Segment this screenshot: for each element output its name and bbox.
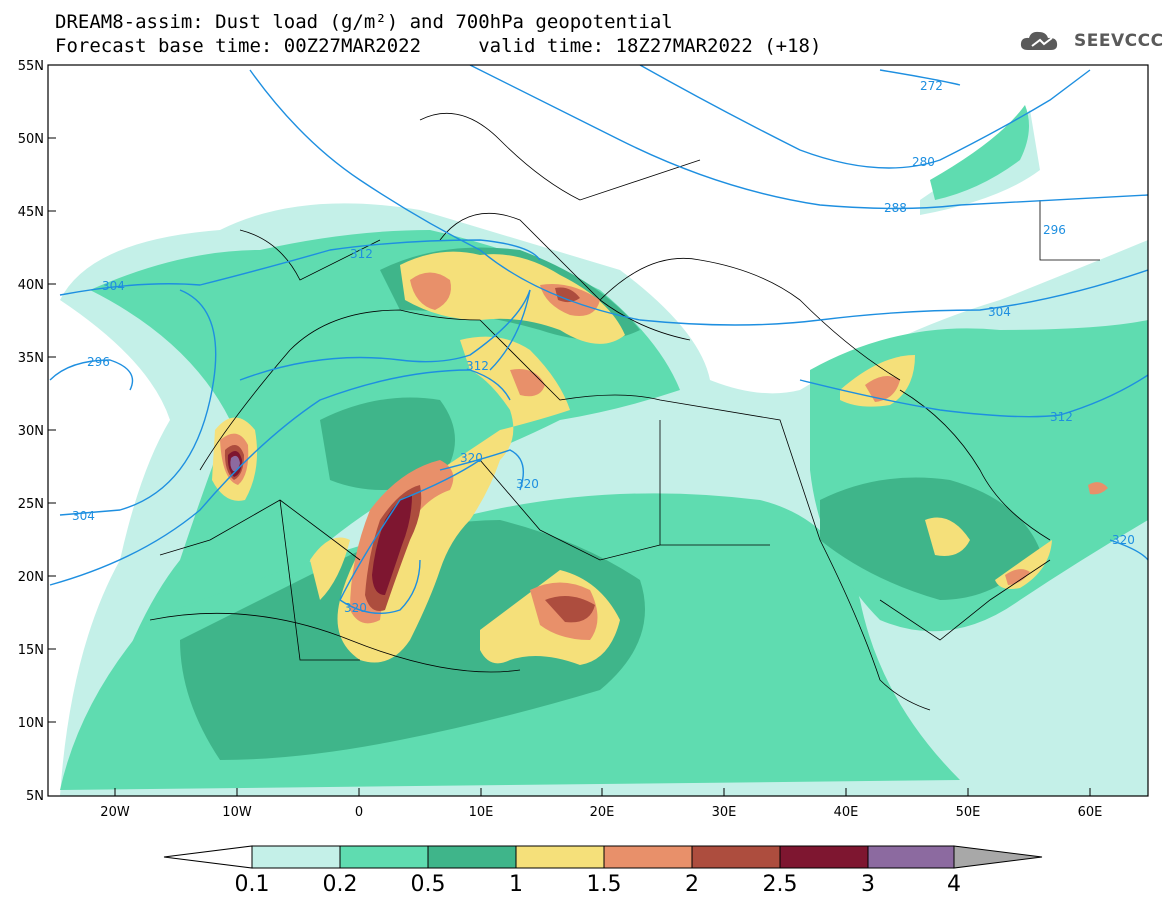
contour-label: 320 <box>344 601 367 615</box>
colorbar-swatch <box>691 845 781 869</box>
dust-region-15i <box>1088 482 1108 495</box>
seevccc-logo: SEEVCCC <box>1018 26 1164 56</box>
latitude-labels: 55N 50N 45N 40N 35N 30N 25N 20N 15N 10N … <box>18 59 44 804</box>
dust-field <box>60 105 1148 796</box>
dust-region-1f <box>925 517 970 556</box>
lon-label: 10W <box>222 805 252 820</box>
longitude-labels: 20W 10W 0 10E 20E 30E 40E 50E 60E <box>100 805 1102 820</box>
colorbar-label: 3 <box>861 872 875 897</box>
colorbar-label: 2.5 <box>762 872 798 897</box>
lat-label: 25N <box>18 497 44 512</box>
cloud-icon <box>1020 31 1058 50</box>
colorbar-swatch <box>427 845 517 869</box>
dust-region-05c <box>820 477 1040 600</box>
contour-label: 304 <box>988 305 1011 319</box>
contour-label: 312 <box>1050 410 1073 424</box>
dust-region-3 <box>230 455 240 472</box>
colorbar-high-arrow <box>953 845 1043 869</box>
lon-label: 20E <box>590 805 615 820</box>
colorbar-label: 1.5 <box>586 872 622 897</box>
contour-labels: 272 280 288 296 296 304 304 304 312 312 … <box>72 79 1135 615</box>
dust-region-2b <box>545 596 595 623</box>
contour-label: 272 <box>920 79 943 93</box>
lat-label: 30N <box>18 424 44 439</box>
borders <box>149 113 1100 711</box>
dust-region-15f <box>865 376 900 402</box>
lon-label: 10E <box>469 805 494 820</box>
colorbar-swatch <box>779 845 869 869</box>
contour-label: 296 <box>87 355 110 369</box>
lon-label: 50E <box>956 805 981 820</box>
lat-label: 35N <box>18 351 44 366</box>
colorbar-swatch <box>251 845 341 869</box>
colorbar-swatch <box>867 845 955 869</box>
lon-label: 30E <box>712 805 737 820</box>
lat-label: 50N <box>18 132 44 147</box>
colorbar-label: 4 <box>947 872 961 897</box>
dust-region-05 <box>180 520 645 760</box>
lat-label: 20N <box>18 570 44 585</box>
axis-ticks <box>48 64 1091 796</box>
contour-label: 320 <box>516 477 539 491</box>
contour-label: 320 <box>460 451 483 465</box>
lat-label: 15N <box>18 643 44 658</box>
colorbar-label: 0.2 <box>322 872 358 897</box>
dust-region-15h <box>1005 569 1030 585</box>
lat-label: 10N <box>18 716 44 731</box>
contour-label: 288 <box>884 201 907 215</box>
dust-region-1b <box>337 336 570 663</box>
logo-text: SEEVCCC <box>1074 31 1164 51</box>
lat-label: 5N <box>26 789 44 804</box>
colorbar-swatch <box>603 845 693 869</box>
contour-label: 296 <box>1043 223 1066 237</box>
lat-label: 40N <box>18 278 44 293</box>
colorbar-swatch <box>515 845 605 869</box>
dust-region-2c <box>555 287 580 303</box>
contour-label: 312 <box>350 247 373 261</box>
lat-label: 55N <box>18 59 44 74</box>
contour-label: 312 <box>466 359 489 373</box>
forecast-time: Forecast base time: 00Z27MAR2022 valid t… <box>55 35 822 57</box>
dust-region-1a <box>400 251 625 344</box>
colorbar-label: 2 <box>685 872 699 897</box>
dust-region-1c <box>310 537 350 600</box>
lon-label: 0 <box>355 805 363 820</box>
contour-label: 320 <box>1112 533 1135 547</box>
contour-label: 304 <box>102 279 125 293</box>
dust-region-15a <box>410 272 451 310</box>
colorbar <box>163 845 1043 869</box>
lat-label: 45N <box>18 205 44 220</box>
colorbar-label: 1 <box>509 872 523 897</box>
dust-region-02d <box>930 105 1029 200</box>
contour-label: 304 <box>72 509 95 523</box>
contour-label: 280 <box>912 155 935 169</box>
lon-label: 60E <box>1078 805 1103 820</box>
colorbar-low-arrow <box>163 845 253 869</box>
colorbar-swatch <box>339 845 429 869</box>
map-title: DREAM8-assim: Dust load (g/m²) and 700hP… <box>55 11 673 33</box>
dust-region-25a <box>372 495 412 595</box>
colorbar-label: 0.5 <box>410 872 446 897</box>
lon-label: 20W <box>100 805 130 820</box>
geopotential-contours <box>49 65 1148 615</box>
lon-label: 40E <box>834 805 859 820</box>
colorbar-label: 0.1 <box>234 872 270 897</box>
